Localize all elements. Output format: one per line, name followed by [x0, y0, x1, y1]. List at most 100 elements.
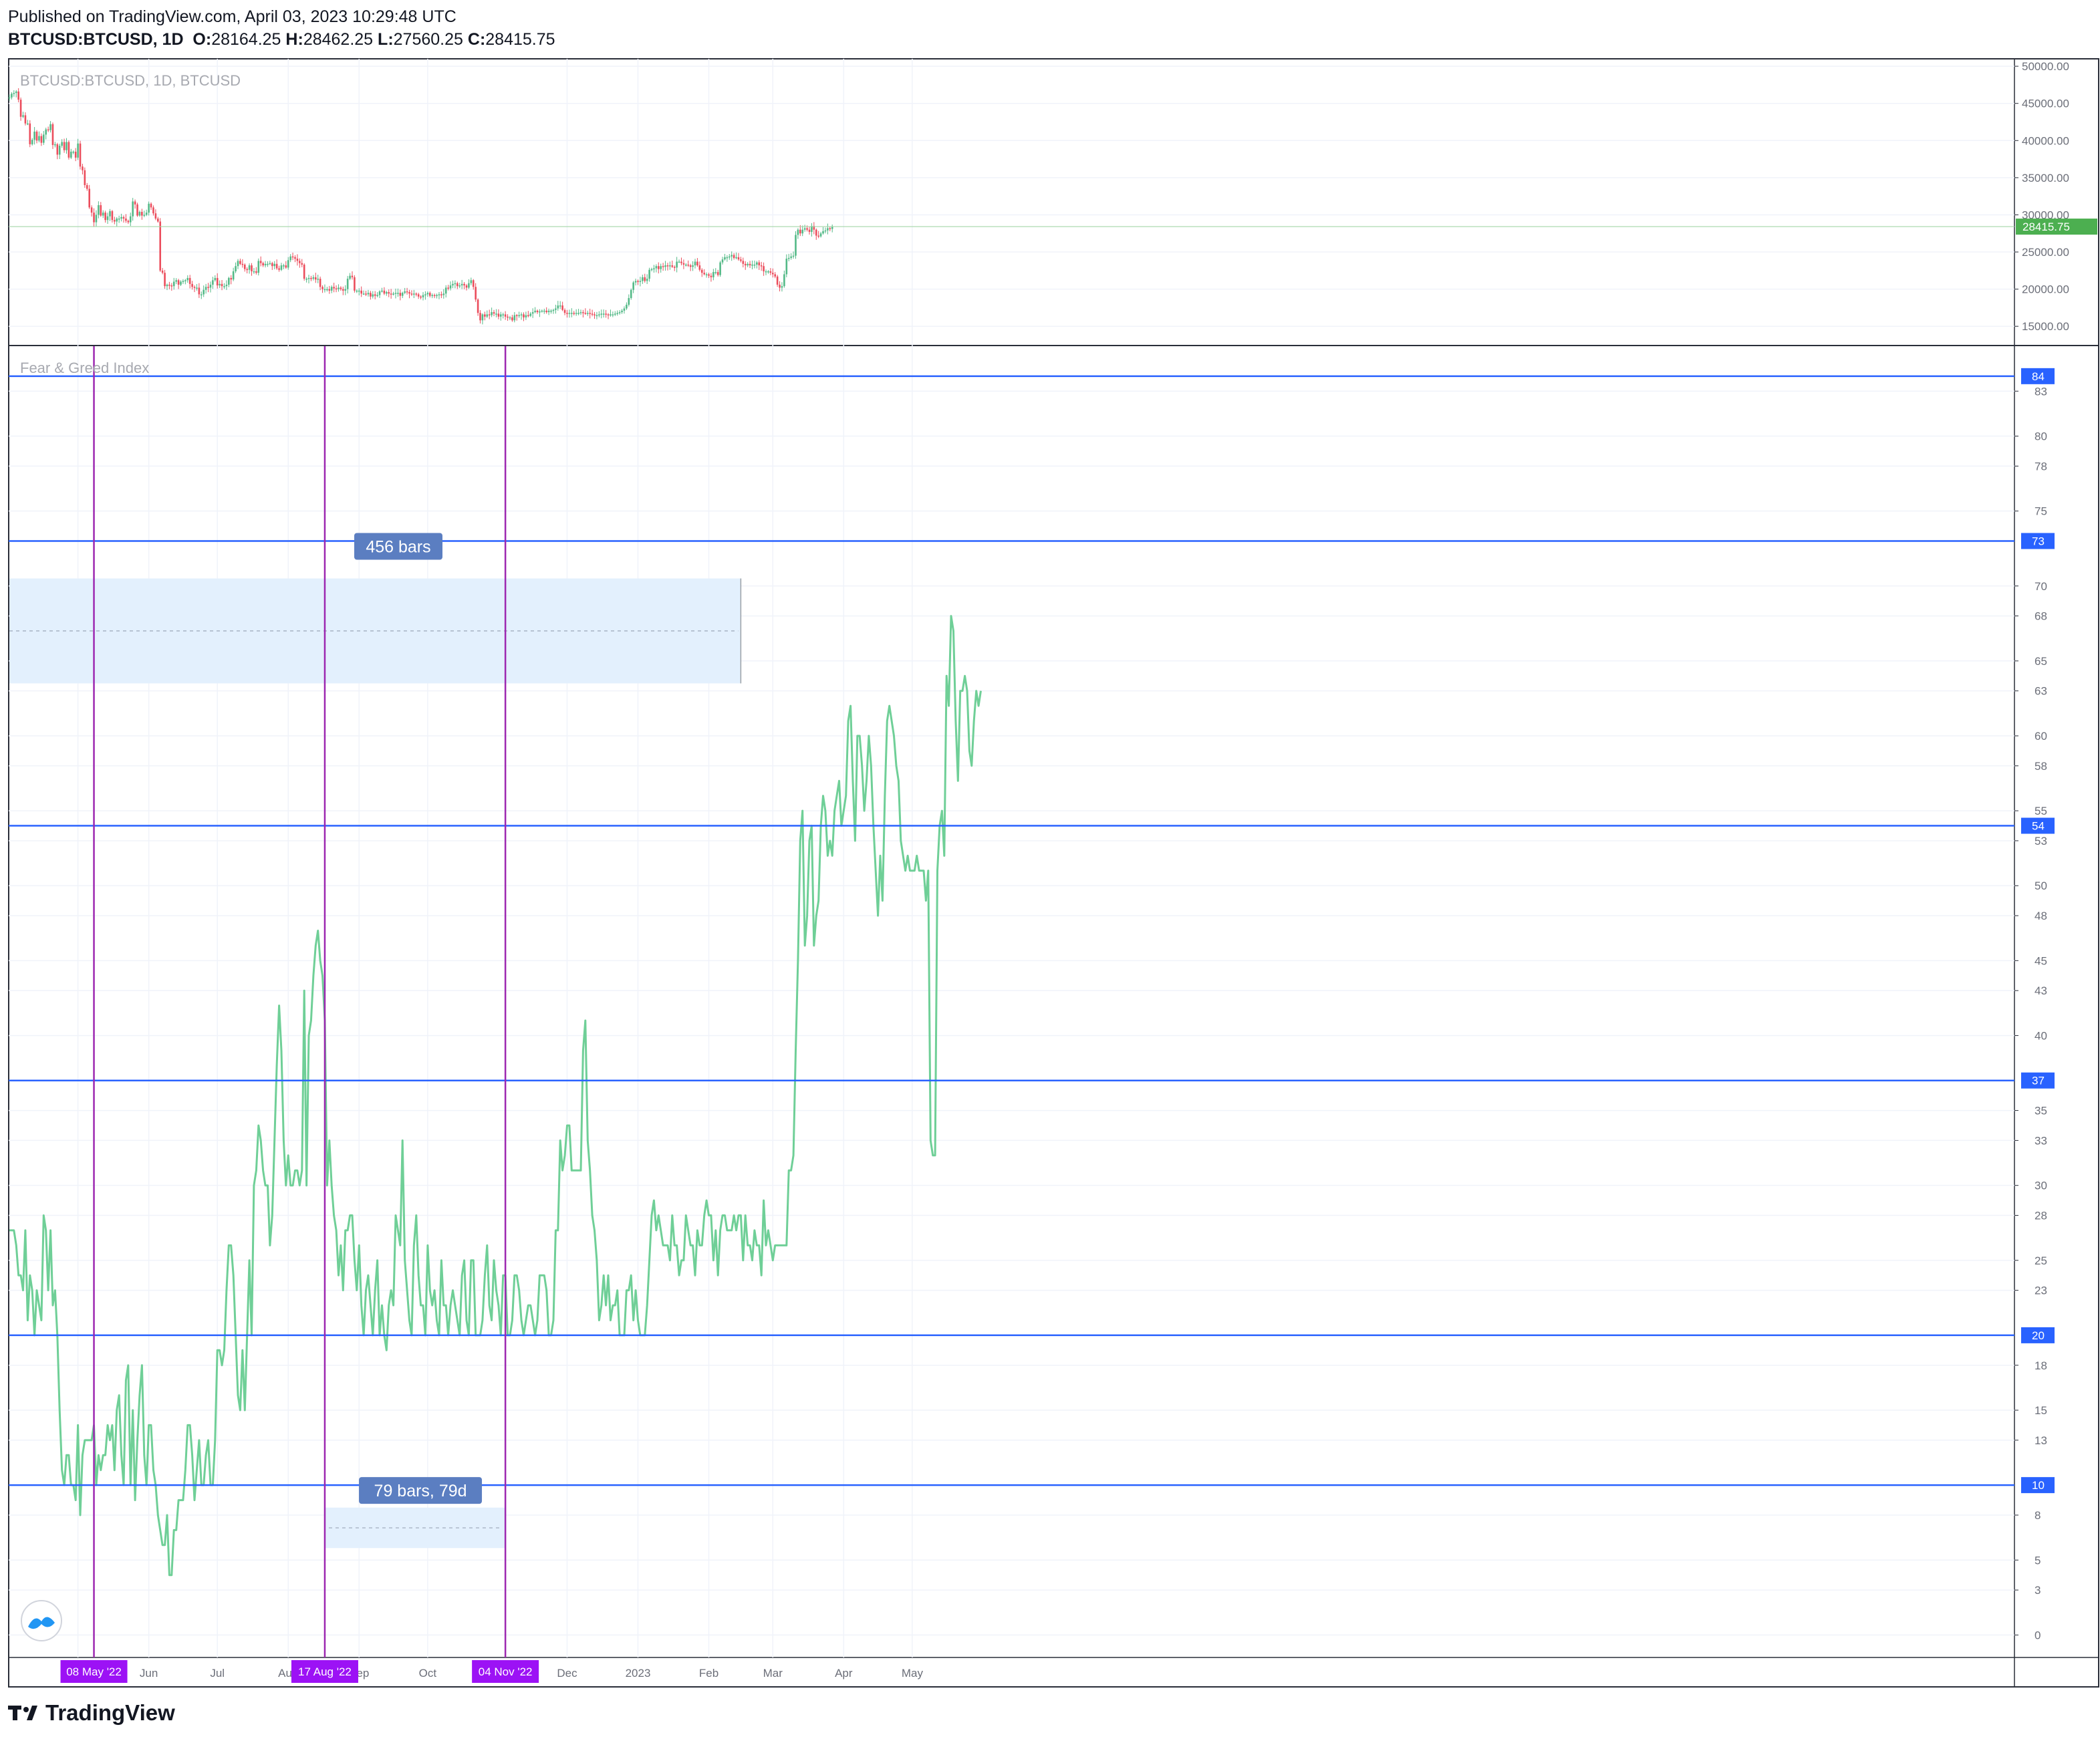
candle	[685, 263, 687, 267]
candle	[733, 253, 735, 260]
fg-tick-label: 0	[2035, 1629, 2041, 1641]
close-label: C:	[467, 30, 486, 49]
chart-watermark-icon[interactable]	[21, 1600, 62, 1641]
candle	[132, 198, 134, 221]
candle	[589, 308, 591, 319]
candle	[136, 203, 138, 217]
candle	[452, 280, 454, 289]
candle	[157, 217, 159, 223]
candle	[444, 285, 447, 298]
candle	[330, 285, 333, 293]
open-label: O:	[192, 30, 212, 49]
time-axis[interactable]: MJunJulAugSepOctDec2023FebMarAprMay08 Ma…	[60, 1660, 924, 1683]
candle	[610, 309, 612, 317]
candle	[552, 308, 555, 314]
tradingview-brand[interactable]: TradingView	[8, 1700, 175, 1726]
candle	[669, 261, 671, 270]
price-pane[interactable]	[8, 88, 2014, 325]
candle	[283, 263, 285, 269]
fg-tick-label: 60	[2035, 730, 2047, 743]
candle	[166, 283, 168, 291]
fg-tick-label: 28	[2035, 1210, 2047, 1222]
candle	[607, 313, 610, 319]
candle	[114, 217, 116, 225]
candle	[79, 140, 82, 170]
price-tick-label: 25000.00	[2022, 246, 2069, 259]
fear-greed-line	[9, 615, 982, 1577]
candle	[749, 261, 751, 269]
candle	[513, 311, 516, 323]
fg-tick-label: 30	[2035, 1180, 2047, 1192]
horizontal-line-badge	[2021, 368, 2055, 384]
range-top-text: 456 bars	[366, 537, 430, 556]
time-tick-label: Jun	[140, 1667, 158, 1680]
candle	[442, 289, 445, 299]
tradingview-logo-icon	[8, 1706, 37, 1720]
date-range-bottom[interactable]	[324, 1507, 506, 1549]
candle	[285, 261, 287, 269]
candle	[15, 90, 17, 98]
candle	[630, 288, 632, 300]
candle	[705, 272, 708, 278]
candle	[676, 257, 678, 273]
candle	[531, 308, 534, 318]
candle	[175, 278, 177, 285]
candle	[397, 288, 399, 297]
candle	[401, 291, 404, 299]
candle	[644, 273, 646, 283]
candle	[275, 259, 278, 270]
candle	[594, 311, 596, 319]
fg-tick-label: 63	[2035, 685, 2047, 698]
candle	[827, 223, 829, 235]
candle	[45, 127, 47, 140]
candle	[817, 231, 819, 239]
fg-tick-label: 50	[2035, 880, 2047, 892]
candle	[19, 97, 22, 121]
price-axis[interactable]: 50000.00 45000.00 40000.00 35000.00 30000.00…	[2014, 60, 2097, 333]
candle	[598, 311, 600, 317]
candle	[614, 311, 616, 316]
candle	[660, 263, 662, 273]
candle	[56, 142, 59, 160]
horizontal-line-badge	[2021, 817, 2055, 834]
candle	[180, 280, 182, 287]
horizontal-line-label: 10	[2032, 1479, 2045, 1492]
candle	[618, 310, 621, 315]
time-tick-label: Feb	[699, 1667, 718, 1680]
time-tick-label: May	[902, 1667, 924, 1680]
drawing-overlays[interactable]: 456 bars 79 bars, 79d	[9, 346, 2014, 1657]
candle	[223, 283, 225, 289]
fear-greed-pane[interactable]	[9, 615, 982, 1577]
candle	[378, 290, 381, 298]
horizontal-line-label: 84	[2032, 370, 2045, 383]
candle	[771, 268, 774, 278]
candle	[392, 291, 394, 296]
candle	[333, 283, 335, 293]
fear-greed-axis[interactable]: 8380787570686563605855535048454340353330…	[2014, 368, 2055, 1642]
candle	[394, 288, 397, 299]
candle	[584, 308, 587, 315]
price-pane-title: BTCUSD:BTCUSD, 1D, BTCUSD	[20, 72, 241, 89]
candle	[106, 213, 109, 225]
candle	[207, 283, 209, 293]
candle	[760, 261, 763, 271]
candle	[470, 277, 473, 285]
horizontal-line-badge	[2021, 1477, 2055, 1494]
candle	[383, 287, 386, 295]
candle	[253, 267, 255, 274]
candle	[541, 309, 543, 313]
candle	[518, 311, 520, 318]
candle	[797, 228, 799, 239]
candle	[326, 287, 328, 292]
candle	[504, 311, 507, 320]
candle	[605, 309, 607, 318]
candle	[214, 275, 217, 282]
fg-tick-label: 78	[2035, 460, 2047, 473]
candle	[481, 313, 484, 325]
candle	[456, 281, 458, 289]
candle	[765, 269, 767, 275]
candle	[628, 294, 630, 307]
candle	[255, 267, 257, 275]
candle	[710, 273, 712, 282]
